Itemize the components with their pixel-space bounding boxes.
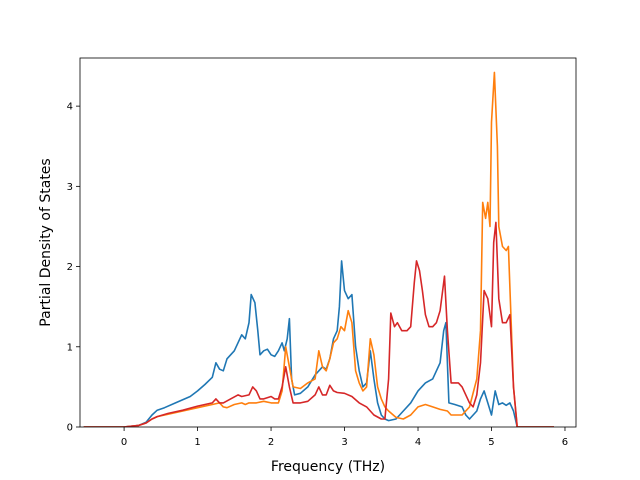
x-tick-label: 0 <box>121 437 127 448</box>
y-tick-label: 3 <box>67 182 73 193</box>
y-tick-label: 0 <box>67 423 73 434</box>
series-line-2 <box>83 71 554 427</box>
x-axis-ticks: 0 1 2 3 4 5 6 <box>121 427 568 448</box>
plot-frame <box>79 57 577 428</box>
y-axis-ticks: 0 1 2 3 4 <box>67 102 80 434</box>
x-tick-label: 5 <box>488 437 494 448</box>
x-tick-label: 6 <box>562 437 568 448</box>
x-tick-label: 4 <box>415 437 421 448</box>
series-line-3 <box>83 221 554 427</box>
x-tick-label: 3 <box>341 437 347 448</box>
series-line-1 <box>83 260 554 427</box>
x-tick-label: 2 <box>268 437 274 448</box>
x-tick-label: 1 <box>194 437 200 448</box>
y-tick-label: 4 <box>67 102 73 113</box>
x-axis-label: Frequency (THz) <box>271 459 385 475</box>
y-tick-label: 2 <box>67 262 73 273</box>
y-axis-label: Partial Density of States <box>38 158 54 326</box>
y-tick-label: 1 <box>67 342 73 353</box>
series-group <box>83 71 554 427</box>
